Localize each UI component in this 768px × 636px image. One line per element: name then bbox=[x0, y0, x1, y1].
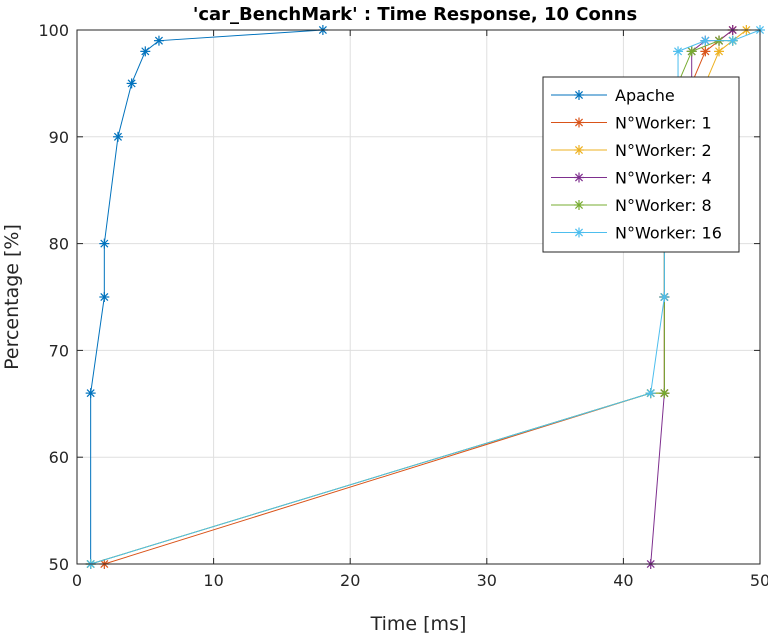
data-point bbox=[99, 238, 110, 249]
x-tick-label: 40 bbox=[613, 571, 633, 590]
data-point bbox=[85, 388, 96, 399]
y-tick-label: 80 bbox=[49, 235, 69, 254]
x-tick-label: 0 bbox=[72, 571, 82, 590]
legend-item: N°Worker: 16 bbox=[551, 224, 722, 243]
y-tick-label: 100 bbox=[38, 21, 69, 40]
x-tick-label: 10 bbox=[203, 571, 223, 590]
data-point bbox=[99, 292, 110, 302]
legend-item: N°Worker: 1 bbox=[551, 114, 712, 133]
x-axis-label: Time [ms] bbox=[370, 613, 467, 635]
x-tick-label: 50 bbox=[750, 571, 768, 590]
y-tick-label: 90 bbox=[49, 128, 69, 147]
data-point bbox=[700, 35, 711, 46]
data-point bbox=[126, 78, 137, 89]
data-point bbox=[645, 388, 656, 399]
legend-marker bbox=[574, 200, 584, 210]
x-tick-label: 30 bbox=[477, 571, 497, 590]
legend-label: N°Worker: 8 bbox=[615, 196, 712, 215]
data-point bbox=[673, 46, 684, 57]
data-point bbox=[727, 35, 738, 46]
legend-marker bbox=[574, 145, 584, 155]
legend-label: N°Worker: 2 bbox=[615, 141, 712, 160]
legend-label: N°Worker: 16 bbox=[615, 224, 722, 243]
legend-item: N°Worker: 4 bbox=[551, 169, 712, 188]
data-point bbox=[714, 46, 725, 57]
data-point bbox=[112, 131, 123, 142]
y-tick-label: 50 bbox=[49, 555, 69, 574]
plot-frame bbox=[76, 29, 761, 565]
data-point bbox=[659, 292, 670, 302]
legend-item: N°Worker: 8 bbox=[551, 196, 712, 215]
legend-item: N°Worker: 2 bbox=[551, 141, 712, 160]
legend-label: Apache bbox=[615, 86, 675, 105]
data-point bbox=[700, 46, 711, 57]
data-point bbox=[659, 388, 670, 399]
y-axis-label: Percentage [%] bbox=[1, 224, 23, 370]
legend-marker bbox=[574, 227, 584, 238]
legend-marker bbox=[574, 117, 584, 128]
y-tick-label: 60 bbox=[49, 448, 69, 467]
data-point bbox=[140, 46, 151, 57]
legend-label: N°Worker: 1 bbox=[615, 114, 712, 133]
legend-label: N°Worker: 4 bbox=[615, 169, 712, 188]
data-point bbox=[686, 46, 697, 57]
legend-marker bbox=[574, 172, 584, 183]
legend-box bbox=[542, 76, 740, 253]
x-tick-label: 20 bbox=[340, 571, 360, 590]
ticks: 0 10 20 30 40 50 50 60 70 80 90 100 bbox=[38, 21, 768, 590]
legend-item: Apache bbox=[551, 86, 675, 105]
legend: Apache N°Worker: 1 N°Worker: 2 N°Worker: 4 N… bbox=[542, 76, 740, 253]
chart-title: 'car_BenchMark' : Time Response, 10 Conn… bbox=[193, 4, 637, 25]
y-tick-label: 70 bbox=[49, 341, 69, 360]
data-point bbox=[153, 35, 164, 46]
legend-marker bbox=[574, 90, 584, 100]
